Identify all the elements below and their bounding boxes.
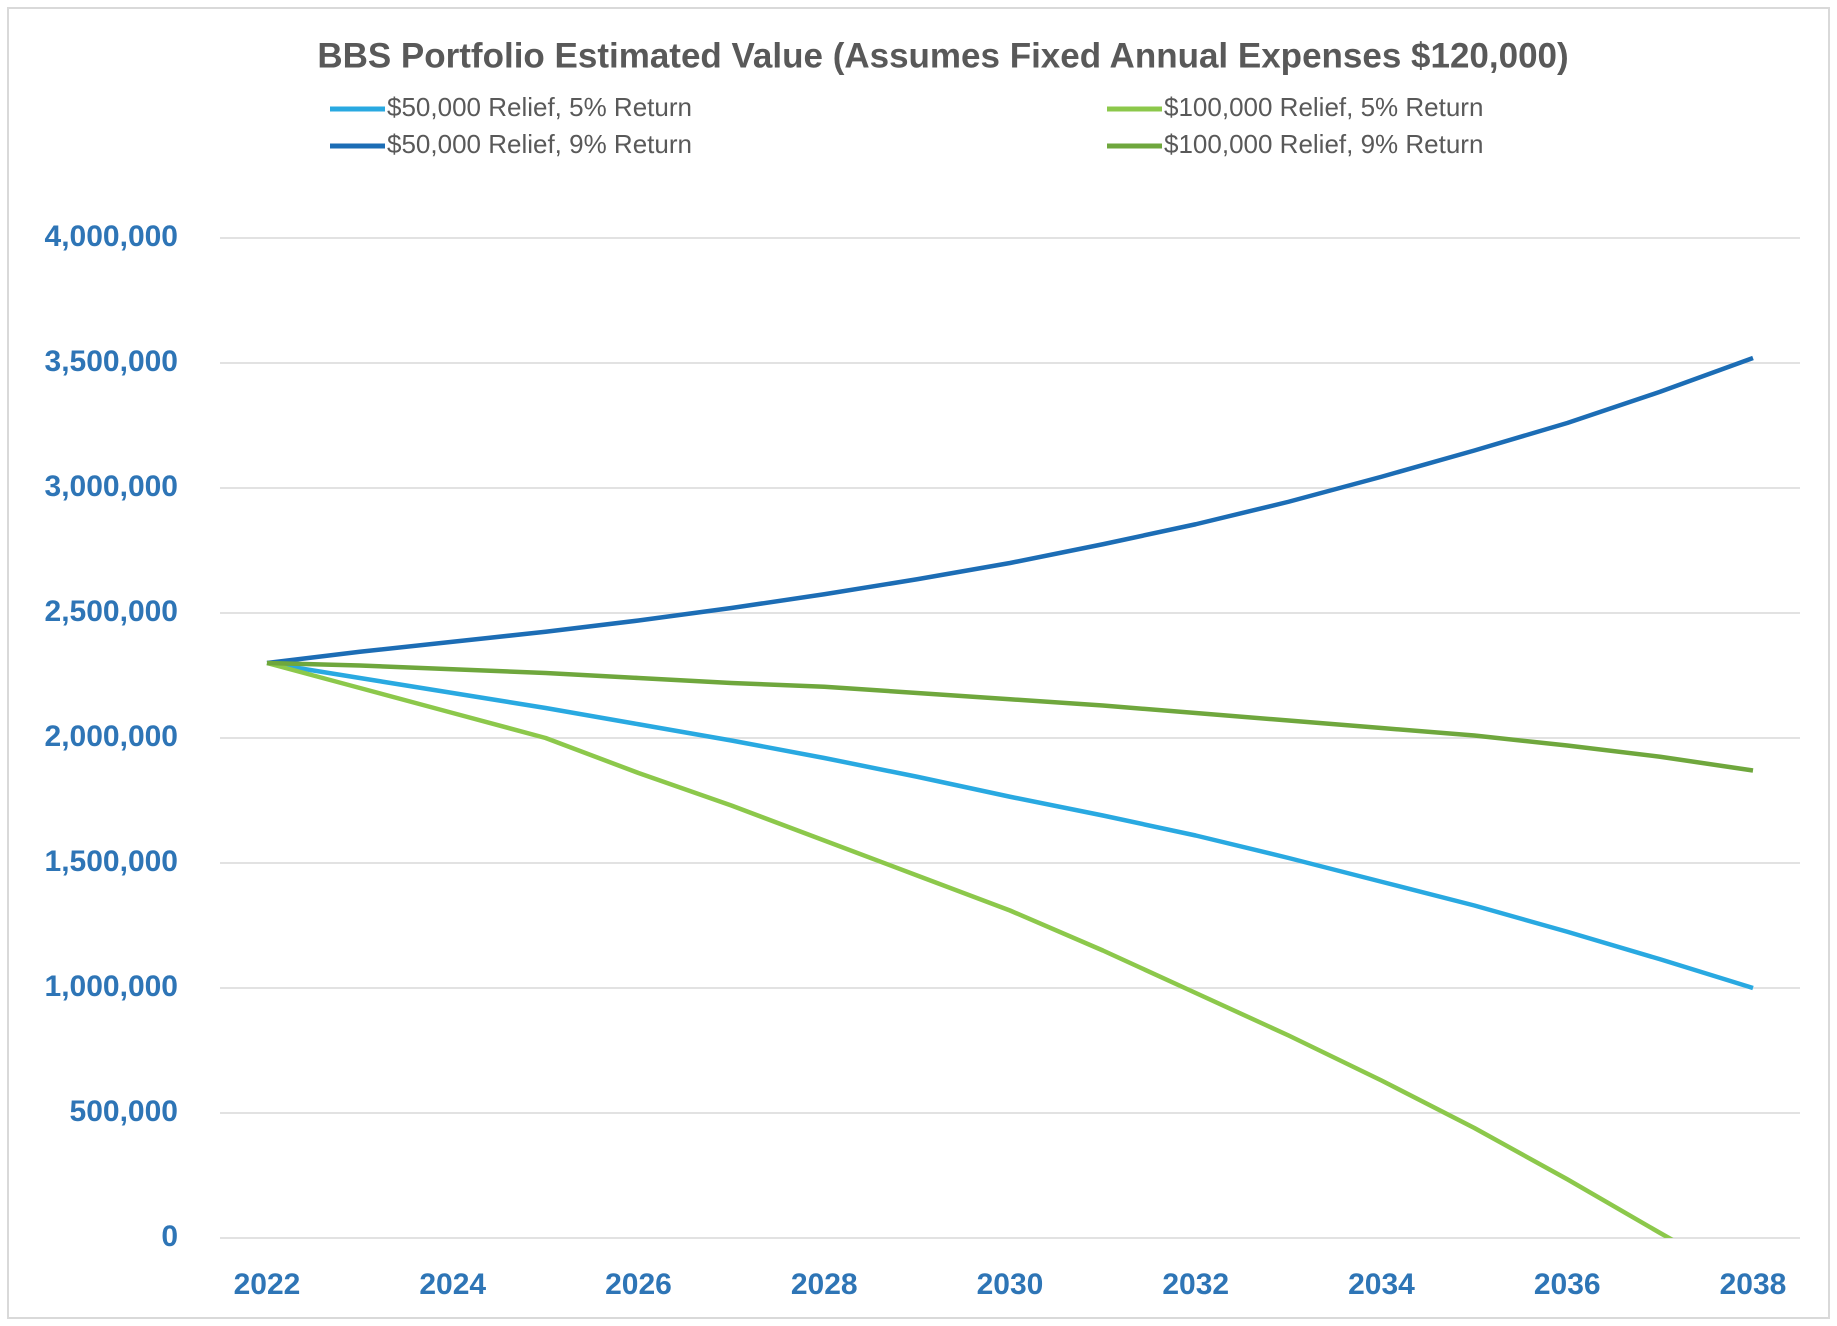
y-tick-label: 4,000,000 — [45, 220, 178, 253]
plot-area — [266, 355, 1754, 1238]
y-tick-label: 3,500,000 — [45, 345, 178, 378]
legend-label: $100,000 Relief, 5% Return — [1164, 92, 1483, 122]
series-line — [266, 355, 1754, 666]
y-tick-label: 3,000,000 — [45, 470, 178, 503]
x-tick-label: 2028 — [791, 1268, 858, 1301]
chart-title: BBS Portfolio Estimated Value (Assumes F… — [317, 36, 1568, 75]
series-line — [266, 660, 1754, 991]
x-tick-label: 2034 — [1348, 1268, 1415, 1301]
x-tick-label: 2024 — [419, 1268, 486, 1301]
x-tick-label: 2032 — [1162, 1268, 1229, 1301]
x-tick-label: 2036 — [1534, 1268, 1601, 1301]
legend-label: $50,000 Relief, 9% Return — [387, 129, 692, 159]
y-tick-label: 1,000,000 — [45, 970, 178, 1003]
legend-label: $100,000 Relief, 9% Return — [1164, 129, 1483, 159]
x-tick-label: 2022 — [234, 1268, 301, 1301]
series-line — [266, 660, 1674, 1238]
y-tick-label: 2,500,000 — [45, 595, 178, 628]
y-tick-label: 2,000,000 — [45, 720, 178, 753]
x-tick-label: 2026 — [605, 1268, 672, 1301]
y-tick-label: 1,500,000 — [45, 845, 178, 878]
x-tick-label: 2030 — [977, 1268, 1044, 1301]
x-tick-label: 2038 — [1720, 1268, 1787, 1301]
series-line — [266, 660, 1754, 773]
legend-label: $50,000 Relief, 5% Return — [387, 92, 692, 122]
y-tick-label: 0 — [161, 1220, 178, 1253]
y-tick-label: 500,000 — [70, 1095, 178, 1128]
